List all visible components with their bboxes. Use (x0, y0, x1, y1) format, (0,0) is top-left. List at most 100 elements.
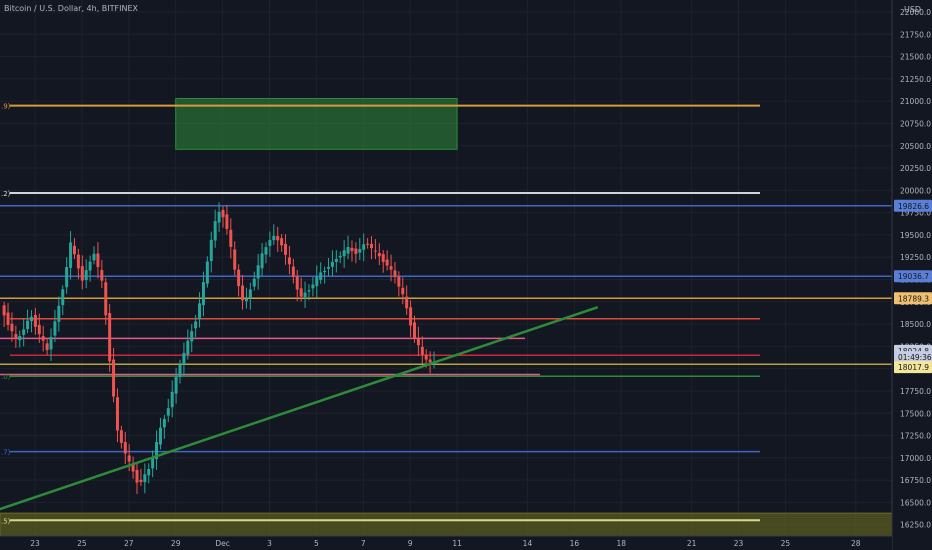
candle (346, 235, 350, 260)
candle (393, 261, 397, 284)
candles (2, 202, 436, 495)
y-tick-label: 16250.0 (900, 521, 931, 530)
price-badge-19826-6: 19826.6 (894, 199, 932, 212)
candle (256, 253, 260, 290)
candle (119, 425, 123, 449)
svg-text:01:49:36: 01:49:36 (898, 353, 932, 362)
horizontal-levels: .9) .2) .0) .7) .5) (0, 103, 892, 525)
candle (80, 255, 84, 290)
candle (123, 431, 127, 464)
candle (252, 271, 256, 291)
trendline[interactable] (0, 305, 599, 513)
y-tick-label: 19500.0 (900, 231, 931, 240)
candle (143, 463, 147, 494)
y-tick-label: 21250.0 (900, 75, 931, 84)
candle (10, 312, 14, 342)
candle (225, 204, 229, 235)
candle (209, 231, 213, 273)
candle (57, 296, 61, 332)
x-tick-label-14: 14 (523, 539, 533, 548)
candle (307, 284, 311, 301)
candle (92, 246, 96, 265)
candle (198, 292, 202, 328)
y-tick-label: 19250.0 (900, 253, 931, 262)
candle (295, 269, 299, 302)
candle (287, 245, 291, 275)
candle (338, 251, 342, 264)
candle (401, 277, 405, 305)
x-tick-label-11: 11 (452, 539, 462, 548)
candle (420, 336, 424, 364)
x-tick-label-28: 28 (851, 539, 861, 548)
candle (311, 277, 315, 297)
candle (350, 240, 354, 262)
candle (291, 258, 295, 284)
candle (342, 240, 346, 268)
candle (405, 285, 409, 315)
candle (65, 257, 69, 294)
candle (84, 259, 88, 289)
candle (327, 257, 331, 277)
candle (26, 309, 30, 334)
candle (170, 380, 174, 418)
candle (416, 326, 420, 357)
svg-text:19826.6: 19826.6 (898, 202, 929, 211)
candle (186, 329, 190, 360)
candle (166, 398, 170, 423)
candle (237, 264, 241, 297)
candle (178, 359, 182, 384)
x-tick-label-16: 16 (570, 539, 580, 548)
candle (72, 237, 76, 260)
candle (397, 271, 401, 297)
candle (276, 226, 280, 252)
candle (182, 342, 186, 376)
level-label: .2) (1, 190, 11, 198)
candle (233, 241, 237, 276)
price-badge-18789-3: 18789.3 (894, 292, 932, 305)
candle (45, 338, 49, 355)
candle (115, 388, 119, 443)
candle (155, 430, 159, 470)
y-tick-label: 20000.0 (900, 186, 931, 195)
candle (260, 243, 264, 277)
candle (104, 277, 108, 325)
candle (362, 233, 366, 262)
candle (190, 324, 194, 353)
candle (174, 368, 178, 404)
candle (373, 239, 377, 260)
price-badge-19036-7: 19036.7 (894, 270, 932, 283)
candle (49, 328, 53, 361)
x-tick-label-27: 27 (124, 539, 134, 548)
time-axis[interactable] (0, 535, 892, 550)
candle (41, 325, 45, 352)
candle (108, 304, 112, 372)
level-label: .5) (1, 517, 11, 525)
candle (264, 242, 268, 264)
candle (241, 274, 245, 310)
candle (22, 318, 26, 347)
candle (18, 330, 22, 348)
candle (217, 202, 221, 232)
svg-text:18789.3: 18789.3 (898, 294, 929, 303)
x-tick-label-25: 25 (781, 539, 791, 548)
candle (284, 234, 288, 265)
target-zone[interactable] (175, 97, 458, 150)
x-tick-label-dec: Dec (215, 539, 230, 548)
candle (268, 231, 272, 257)
y-tick-label: 18500.0 (900, 320, 931, 329)
y-tick-label: 20750.0 (900, 119, 931, 128)
svg-text:19036.7: 19036.7 (898, 272, 929, 281)
candle (33, 307, 37, 335)
y-tick-label: 17250.0 (900, 432, 931, 441)
candle (358, 237, 362, 260)
candle (135, 463, 139, 495)
y-tick-label: 19750.0 (900, 209, 931, 218)
candle (432, 351, 436, 369)
candle (244, 287, 248, 309)
zones (0, 97, 893, 544)
trendline[interactable] (0, 305, 599, 513)
candle (330, 250, 334, 277)
candle (381, 250, 385, 273)
